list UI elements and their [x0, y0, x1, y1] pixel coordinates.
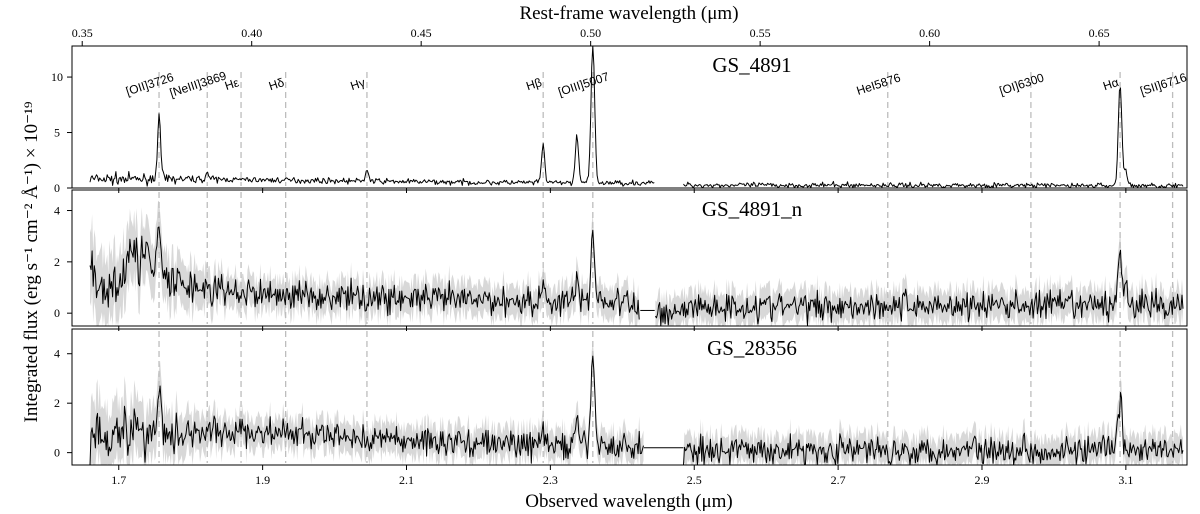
panel-frame-1 [71, 189, 1188, 327]
observed-tick-label-0: 1.7 [111, 473, 126, 487]
observed-tick-label-1: 1.9 [255, 473, 270, 487]
observed-tick-label-7: 3.1 [1118, 473, 1133, 487]
spectrum-1-1 [654, 249, 1184, 327]
rest-tick-label-3: 0.50 [580, 26, 601, 40]
spectrum-1-0 [89, 226, 640, 320]
observed-tick-label-5: 2.7 [831, 473, 846, 487]
observed-tick-label-3: 2.3 [543, 473, 558, 487]
panel-2: 0 2 4 GS_28356 [54, 328, 1188, 470]
rest-tick-label-5: 0.60 [919, 26, 940, 40]
observed-tick-label-2: 2.1 [399, 473, 414, 487]
ytick-label-2-2: 4 [54, 347, 60, 361]
emission-line-label-2: Hε [223, 75, 241, 93]
emission-line-label-9: Hα [1101, 75, 1120, 93]
observed-tick-label-6: 2.9 [974, 473, 989, 487]
panel-title-0: GS_4891 [712, 53, 791, 77]
ytick-label-0-1: 5 [54, 126, 60, 140]
rest-tick-label-1: 0.40 [241, 26, 262, 40]
ytick-label-0-2: 10 [51, 70, 63, 84]
rest-tick-label-2: 0.45 [411, 26, 432, 40]
observed-tick-label-4: 2.5 [687, 473, 702, 487]
spectrum-0-0 [89, 45, 655, 187]
rest-frame-axis-title: Rest-frame wavelength (μm) [519, 3, 738, 24]
panel-frame-0 [71, 45, 1188, 189]
emission-line-label-5: Hβ [524, 75, 543, 93]
ytick-label-0-0: 0 [54, 181, 60, 195]
ytick-label-1-2: 4 [54, 204, 60, 218]
emission-line-label-1: [NeIII]3869 [168, 68, 228, 100]
panel-1: 0 2 4 GS_4891_n [54, 189, 1188, 331]
ytick-label-2-1: 2 [54, 396, 60, 410]
emission-line-label-6: [OIII]5007 [556, 69, 611, 99]
plot-layer: 0.35 0.40 0.45 0.50 0.55 0.60 0.650510GS_48910… [51, 26, 1189, 487]
rest-tick-label-6: 0.65 [1089, 26, 1110, 40]
ytick-label-1-1: 2 [54, 255, 60, 269]
panel-0: 0 5 10 GS_4891 [51, 45, 1188, 195]
panel-frame-2 [71, 328, 1188, 466]
emission-line-label-8: [OI]6300 [998, 70, 1046, 98]
emission-line-label-0: [OII]3726 [124, 70, 176, 99]
emission-line-label-3: Hδ [267, 75, 286, 93]
panel-title-1: GS_4891_n [702, 197, 803, 221]
rest-tick-label-4: 0.55 [750, 26, 771, 40]
ytick-label-1-0: 0 [54, 306, 60, 320]
error-band-1-0 [90, 200, 640, 326]
spectrum-2-0 [89, 355, 644, 466]
emission-line-label-4: Hγ [349, 75, 367, 93]
spectrum-0-1 [683, 87, 1184, 189]
panel-title-2: GS_28356 [707, 336, 797, 360]
spectrum-2-1 [683, 392, 1184, 466]
emission-line-label-7: HeI5876 [855, 70, 903, 97]
emission-line-label-10: [SII]6716 [1138, 70, 1188, 98]
rest-tick-label-0: 0.35 [72, 26, 93, 40]
observed-axis-title: Observed wavelength (μm) [525, 491, 733, 512]
flux-axis-title: Integrated flux (erg s⁻¹ cm⁻² Å⁻¹) × 10⁻… [21, 101, 42, 422]
ytick-label-2-0: 0 [54, 446, 60, 460]
